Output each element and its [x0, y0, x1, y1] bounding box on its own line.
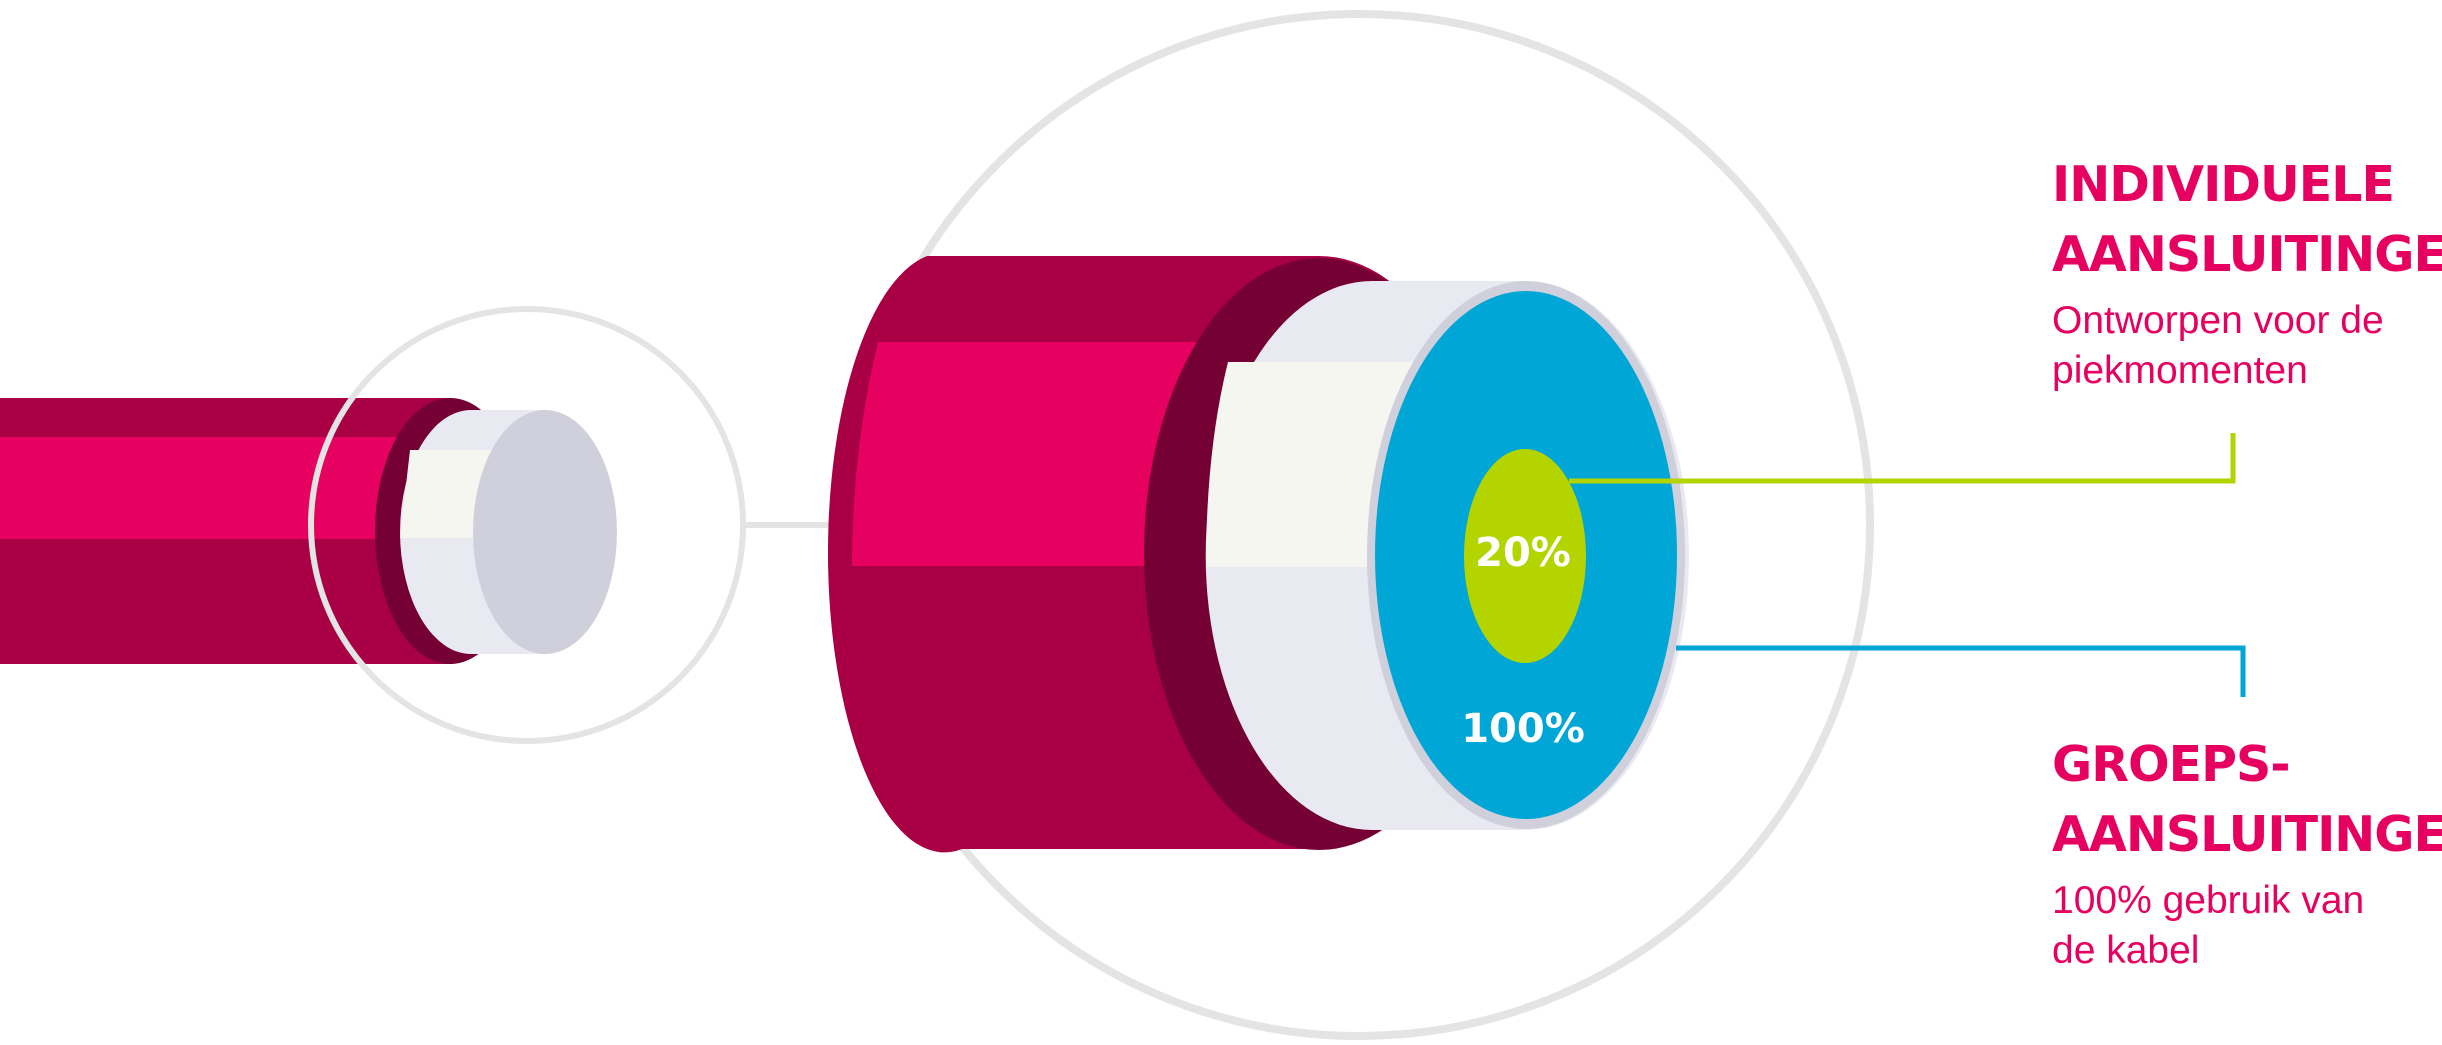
- legend-group-title: GROEPS- AANSLUITINGEN: [2052, 736, 2442, 863]
- legend-individual-connections: INDIVIDUELE AANSLUITINGEN Ontworpen voor…: [2052, 150, 2442, 396]
- individual-callout-line: [1569, 433, 2236, 484]
- legend-group-connections: GROEPS- AANSLUITINGEN 100% gebruik van d…: [2052, 730, 2442, 976]
- legend-individual-subtitle: Ontworpen voor de piekmomenten: [2052, 299, 2384, 392]
- large-cable-highlight: [852, 342, 1240, 566]
- small-zoom-ring: [308, 306, 746, 744]
- peak-percent-label: 20%: [1475, 530, 1571, 576]
- group-callout-line: [1676, 645, 2246, 697]
- peak-capacity-core: [1464, 449, 1586, 663]
- large-cable: 20% 100%: [827, 256, 1690, 853]
- legend-group-subtitle: 100% gebruik van de kabel: [2052, 879, 2365, 972]
- total-percent-label: 100%: [1461, 706, 1585, 752]
- small-cable-core-face: [473, 410, 617, 654]
- legend-individual-title: INDIVIDUELE AANSLUITINGEN: [2052, 156, 2442, 283]
- small-cable: [0, 398, 617, 664]
